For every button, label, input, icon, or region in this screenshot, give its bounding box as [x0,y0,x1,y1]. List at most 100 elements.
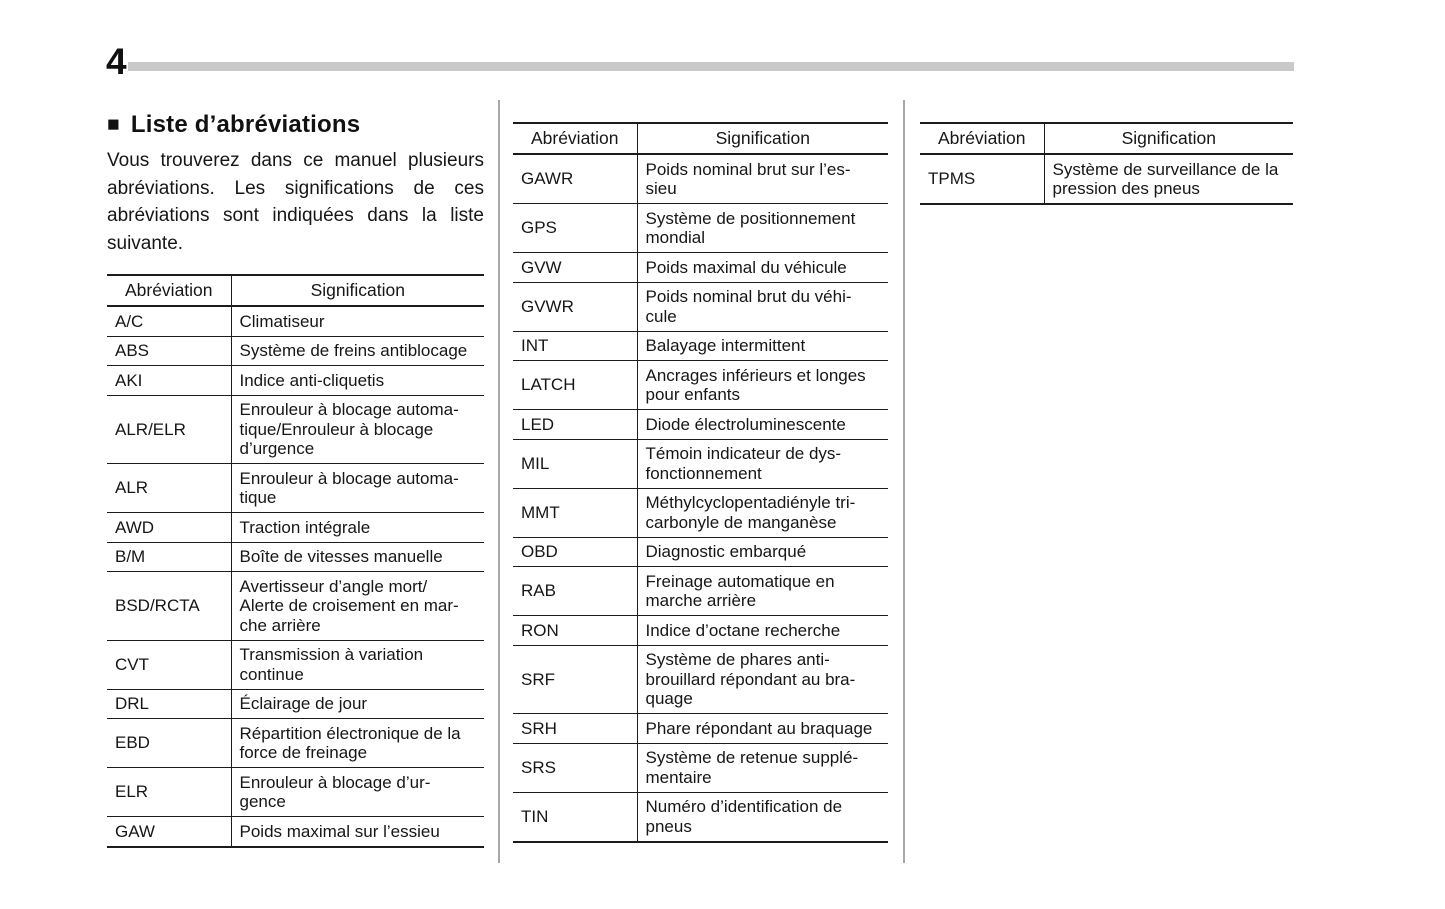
meaning-cell: Ancrages inférieurs et longes pour enfan… [637,360,888,410]
table-row: B/M Boîte de vitesses manuelle [107,541,484,572]
meaning-cell: Éclairage de jour [231,688,484,719]
meaning-column-header: Signification [231,275,484,307]
paragraph-line: Vous trouverez dans ce manuel plusieurs [107,150,484,171]
table-header-row: Abréviation Signification [107,275,484,307]
meaning-cell: Système de positionnement mondial [637,203,888,253]
abbr-cell: LED [513,409,638,439]
abbr-cell: CVT [107,639,232,689]
abbr-cell: GVWR [513,281,638,331]
meaning-cell: Climatiseur [239,311,325,331]
abbr-cell: EBD [107,718,232,768]
meaning-column-header: Signification [637,123,888,155]
abbr-cell: BSD/RCTA [107,571,232,640]
abbreviation-table: Abréviation Signification TPMS Système de s… [920,122,1293,205]
abbr-cell: A/C [107,306,232,336]
left-column: ■ Liste d’abréviations Vous trouverez da… [107,110,484,848]
section-square-icon: ■ [107,112,120,136]
meaning-cell: Diode électroluminescente [637,409,888,439]
table-row: SRH Phare répondant au braquage [513,713,888,743]
table-row: INT Balayage intermittent [513,330,888,361]
table-row: MMT Méthylcyclopentadiényle tri- carbonyl… [513,487,888,537]
table-row: LED Diode électroluminescente [513,409,888,439]
page-number: 4 [106,41,127,82]
meaning-cell: Poids maximal sur l’essieu [231,816,484,847]
table-row: TPMS Système de surveillance de la pressi… [920,154,1293,204]
abbr-cell: AKI [107,365,232,395]
meaning-column-header: Signification [1044,123,1293,155]
table-row: EBD Répartition électronique de la force … [107,718,484,768]
meaning-cell: Système de retenue supplé- mentaire [637,742,888,792]
section-heading-text: Liste d’abréviations [130,111,361,138]
table-row: LATCH Ancrages inférieurs et longes pour … [513,360,888,410]
abbr-cell: B/M [107,541,232,572]
meaning-cell: Méthylcyclopentadiényle tri- carbonyle d… [637,487,888,537]
table-row: RAB Freinage automatique en marche arrièr… [513,566,888,616]
right-column: Abréviation Signification TPMS Système de s… [920,122,1293,205]
meaning-cell: Système de phares anti- brouillard répon… [637,644,888,714]
meaning-cell: Indice anti-cliquetis [231,365,484,395]
meaning-cell: Système de freins antiblocage [231,335,484,366]
table-row: CVT Transmission à variation continue [107,639,484,689]
meaning-cell: Numéro d’identification de pneus [637,791,888,842]
table-row: AKI Indice anti-cliquetis [107,365,484,395]
abbr-cell: ABS [107,335,232,366]
abbr-cell: RAB [513,566,638,616]
meaning-cell: Balayage intermittent [637,330,888,361]
abbreviation-column-header: Abréviation [513,123,638,155]
meaning-cell: Poids nominal brut du véhi- cule [637,281,888,331]
abbr-cell: DRL [107,688,232,719]
meaning-cell: Traction intégrale [231,512,484,542]
table-row: GAWR Poids nominal brut sur l’es- sieu [513,154,888,204]
table-row: ELR Enrouleur à blocage d’ur- gence [107,767,484,817]
table-row: OBD Diagnostic embarqué [513,536,888,567]
meaning-cell: Témoin indicateur de dys- fonctionnement [637,438,888,488]
abbr-cell: ALR [107,463,232,513]
abbr-cell: GAWR [513,154,638,204]
meaning-cell: Système de surveillance de la pression d… [1052,159,1279,199]
column-divider-1 [498,100,500,863]
intro-paragraph: Vous trouverez dans ce manuel plusieurs a… [107,147,484,257]
meaning-cell: Transmission à variation continue [231,639,484,689]
paragraph-line: abréviations sont indiquées dans la list… [107,205,484,226]
abbr-cell: ELR [107,767,232,817]
table-row: DRL Éclairage de jour [107,688,484,719]
table-header-row: Abréviation Signification [513,123,888,155]
abbr-cell: MIL [513,438,638,488]
meaning-cell: Enrouleur à blocage automa- tique/Enroul… [231,394,484,464]
header-rule [128,62,1294,71]
meaning-cell: Poids nominal brut sur l’es- sieu [645,159,851,199]
table-row: GPS Système de positionnement mondial [513,203,888,253]
abbreviation-table-slot-3: Abréviation Signification TPMS Système de s… [920,122,1293,205]
table-row: SRF Système de phares anti- brouillard ré… [513,644,888,714]
meaning-cell: Enrouleur à blocage d’ur- gence [231,767,484,817]
abbr-cell: GAW [107,816,232,847]
abbr-cell: ALR/ELR [107,394,232,464]
table-row: MIL Témoin indicateur de dys- fonctionnem… [513,438,888,488]
section-heading: ■ Liste d’abréviations [107,110,484,140]
table-row: TIN Numéro d’identification de pneus [513,791,888,842]
abbr-cell: SRF [513,644,638,714]
meaning-cell: Boîte de vitesses manuelle [231,541,484,572]
table-row: ALR/ELR Enrouleur à blocage automa- tique… [107,394,484,464]
table-header-row: Abréviation Signification [920,123,1293,155]
table-row: BSD/RCTA Avertisseur d’angle mort/ Alerte… [107,571,484,640]
abbr-cell: LATCH [513,360,638,410]
column-divider-2 [903,100,905,863]
abbr-cell: SRH [513,713,638,743]
abbr-cell: OBD [513,536,638,567]
meaning-cell: Diagnostic embarqué [637,536,888,567]
abbreviation-table-slot-2: Abréviation Signification GAWR Poids nomina… [513,122,888,843]
meaning-cell: Enrouleur à blocage automa- tique [231,463,484,513]
abbr-cell: TIN [513,791,638,842]
abbr-cell: AWD [107,512,232,542]
abbr-cell: TPMS [920,154,1045,204]
meaning-cell: Phare répondant au braquage [637,713,888,743]
abbr-cell: SRS [513,742,638,792]
abbreviation-table-slot-1: Abréviation Signification A/C Climatiseur AB… [107,274,484,848]
table-row: ABS Système de freins antiblocage [107,335,484,366]
meaning-cell: Indice d’octane recherche [637,615,888,645]
table-row: RON Indice d’octane recherche [513,615,888,645]
table-row: GVWR Poids nominal brut du véhi- cule [513,281,888,331]
abbreviation-column-header: Abréviation [920,123,1045,155]
